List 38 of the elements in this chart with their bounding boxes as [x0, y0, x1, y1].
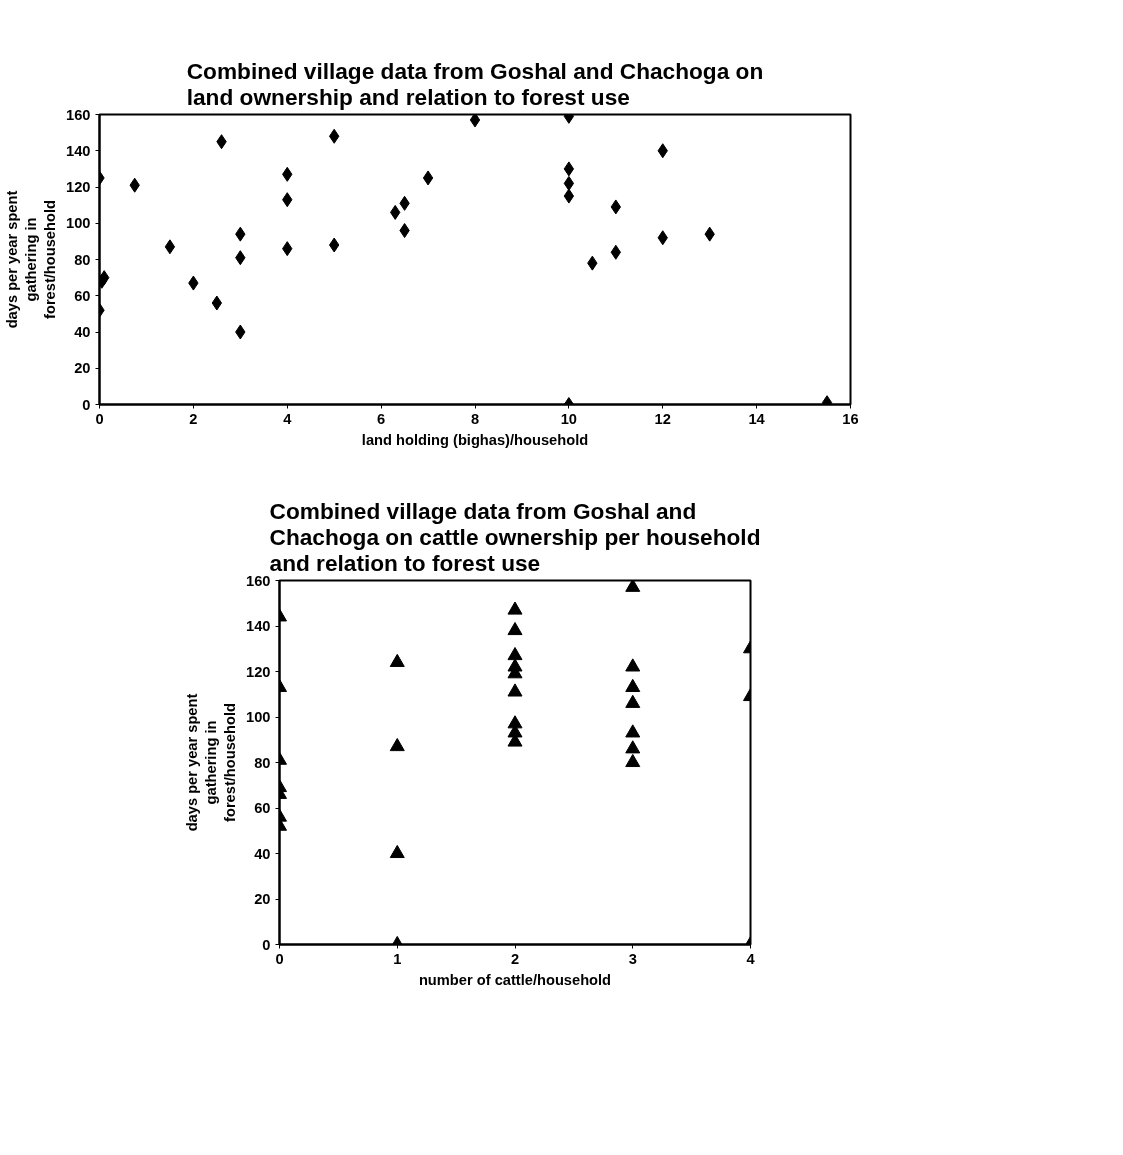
y-tick-label: 20 — [254, 891, 271, 907]
x-tick-label: 6 — [377, 410, 386, 427]
y-tick-label: 60 — [254, 800, 271, 816]
y-tick-label: 160 — [246, 572, 271, 589]
x-tick-label: 3 — [628, 950, 637, 967]
y-tick-label: 40 — [74, 324, 91, 340]
y-axis-title: days per year spent gathering in forest/household — [183, 693, 239, 832]
x-tick-label: 4 — [746, 950, 756, 967]
chart-title: Combined village data from Goshal and Chachoga on land ownership and relation to forest use — [186, 57, 764, 110]
y-tick-label: 140 — [66, 142, 91, 159]
y-tick-label: 0 — [262, 936, 271, 953]
x-axis-title: land holding (bighas)/household — [361, 431, 589, 448]
x-tick-label: 2 — [510, 950, 520, 967]
x-tick-label: 1 — [393, 950, 402, 967]
y-tick-label: 40 — [254, 845, 271, 862]
chart-title: Combined village data from Goshal and Chachoga on cattle ownership per household and relation to forest use — [269, 497, 761, 576]
y-tick-label: 60 — [74, 287, 91, 304]
y-tick-label: 80 — [74, 251, 91, 268]
x-tick-label: 14 — [748, 410, 766, 427]
x-axis-title: number of cattle/household — [418, 971, 612, 988]
x-tick-label: 12 — [654, 410, 671, 427]
x-tick-label: 16 — [842, 410, 859, 427]
y-tick-label: 100 — [246, 709, 271, 725]
y-tick-label: 120 — [66, 179, 91, 195]
x-tick-label: 0 — [275, 950, 284, 967]
y-axis-title: days per year spent gathering in forest/household — [3, 190, 59, 329]
y-tick-label: 160 — [66, 106, 91, 123]
y-tick-label: 100 — [66, 215, 91, 232]
y-tick-label: 80 — [254, 754, 271, 771]
y-tick-label: 20 — [74, 360, 91, 377]
x-tick-label: 2 — [189, 410, 198, 427]
y-tick-label: 140 — [246, 618, 271, 634]
y-tick-label: 120 — [246, 663, 271, 680]
x-tick-label: 8 — [470, 410, 480, 427]
x-tick-label: 10 — [560, 410, 578, 427]
x-tick-label: 4 — [283, 410, 293, 427]
y-tick-label: 0 — [82, 396, 91, 413]
x-tick-label: 0 — [95, 410, 104, 427]
